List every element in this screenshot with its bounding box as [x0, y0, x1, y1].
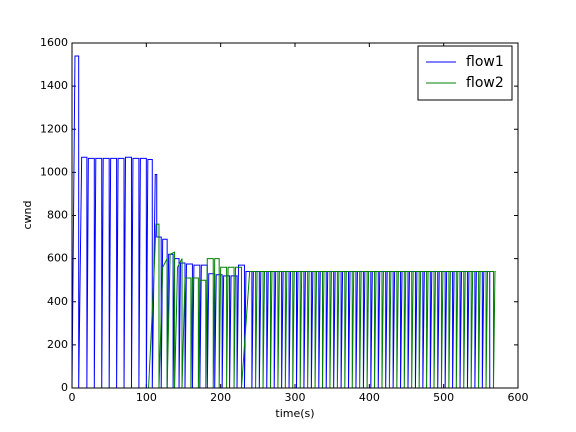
x-tick-label: 300 [285, 391, 306, 404]
y-tick-label: 1600 [40, 36, 68, 49]
y-tick-label: 400 [47, 295, 68, 308]
x-tick-label: 0 [69, 391, 76, 404]
x-tick-label: 500 [433, 391, 454, 404]
y-tick-label: 200 [47, 338, 68, 351]
x-tick-label: 600 [508, 391, 529, 404]
x-tick-label: 100 [136, 391, 157, 404]
y-tick-label: 1200 [40, 122, 68, 135]
y-tick-label: 1400 [40, 79, 68, 92]
y-tick-label: 800 [47, 209, 68, 222]
y-tick-label: 0 [61, 381, 68, 394]
line [72, 223, 496, 389]
y-axis-label: cwnd [21, 201, 34, 230]
legend-box [417, 45, 513, 101]
plot-frame [71, 42, 519, 389]
legend-label: flow2 [466, 75, 504, 91]
x-tick-label: 200 [210, 391, 231, 404]
y-tick-label: 600 [47, 252, 68, 265]
x-tick-label: 400 [359, 391, 380, 404]
y-tick-label: 1000 [40, 165, 68, 178]
legend-label: flow1 [466, 54, 504, 70]
x-axis-label: time(s) [275, 407, 314, 420]
